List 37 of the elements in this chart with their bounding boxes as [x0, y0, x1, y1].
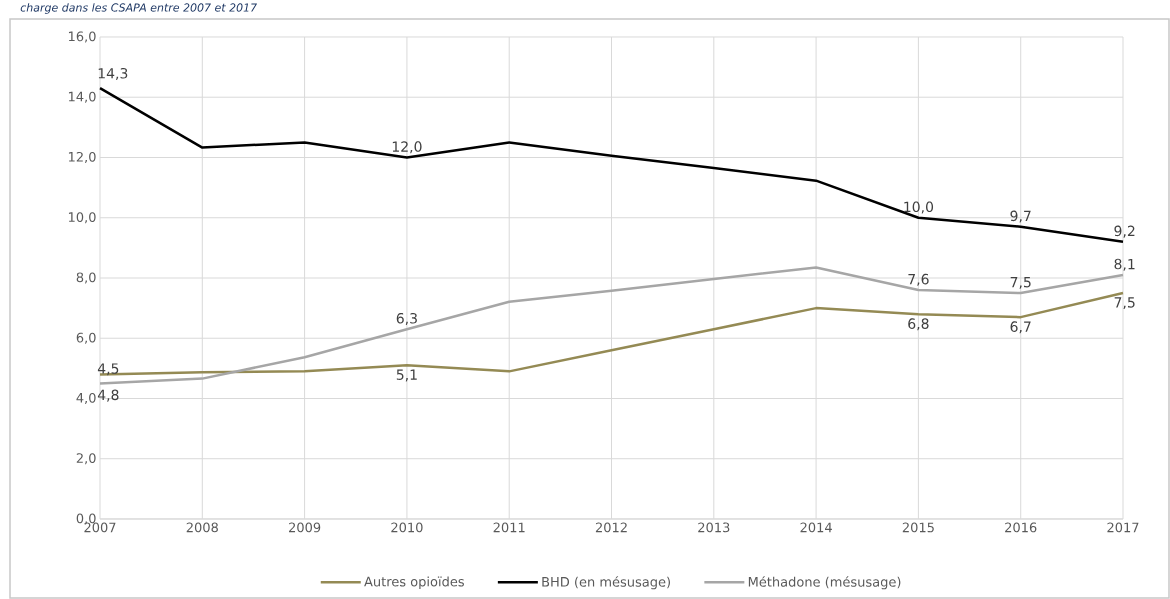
x-tick-label: 2016	[1005, 522, 1037, 533]
legend-label: Méthadone (mésusage)	[748, 576, 901, 590]
data-label: 14,3	[98, 67, 128, 80]
data-label: 6,8	[908, 318, 929, 331]
data-label: 9,7	[1010, 210, 1031, 223]
x-tick-label: 2012	[595, 522, 627, 533]
y-tick-label: 2,0	[76, 453, 96, 465]
x-tick-label: 2011	[493, 522, 525, 533]
data-label: 10,0	[904, 201, 934, 214]
data-label: 7,5	[1114, 297, 1135, 310]
x-tick-label: 2014	[800, 522, 832, 533]
x-tick-label: 2017	[1107, 522, 1139, 533]
data-label: 7,5	[1010, 277, 1031, 289]
y-tick-label: 12,0	[68, 151, 96, 164]
x-tick-label: 2015	[902, 522, 934, 533]
x-tick-label: 2013	[698, 522, 730, 533]
y-tick-label: 10,0	[68, 212, 96, 224]
chart-title: charge dans les CSAPA entre 2007 et 2017	[20, 3, 257, 14]
y-tick-label: 16,0	[68, 31, 96, 43]
data-label: 8,1	[1114, 258, 1135, 271]
data-label: 7,6	[908, 273, 929, 286]
y-tick-label: 8,0	[76, 272, 96, 284]
data-label: 6,3	[396, 312, 417, 325]
data-label: 5,1	[396, 369, 417, 382]
data-label: 4,8	[97, 389, 119, 402]
legend-label: BHD (en mésusage)	[542, 576, 670, 590]
x-tick-label: 2010	[391, 522, 423, 533]
x-tick-label: 2009	[289, 522, 321, 533]
data-label: 9,2	[1114, 225, 1135, 238]
data-label: 12,0	[392, 141, 422, 154]
legend-label: Autres opioïdes	[364, 576, 464, 590]
data-label: 6,7	[1010, 321, 1031, 334]
y-tick-label: 4,0	[76, 392, 96, 405]
y-tick-label: 6,0	[76, 332, 96, 344]
data-label: 4,5	[97, 363, 119, 376]
y-tick-label: 14,0	[68, 91, 96, 103]
x-tick-label: 2008	[186, 522, 218, 533]
